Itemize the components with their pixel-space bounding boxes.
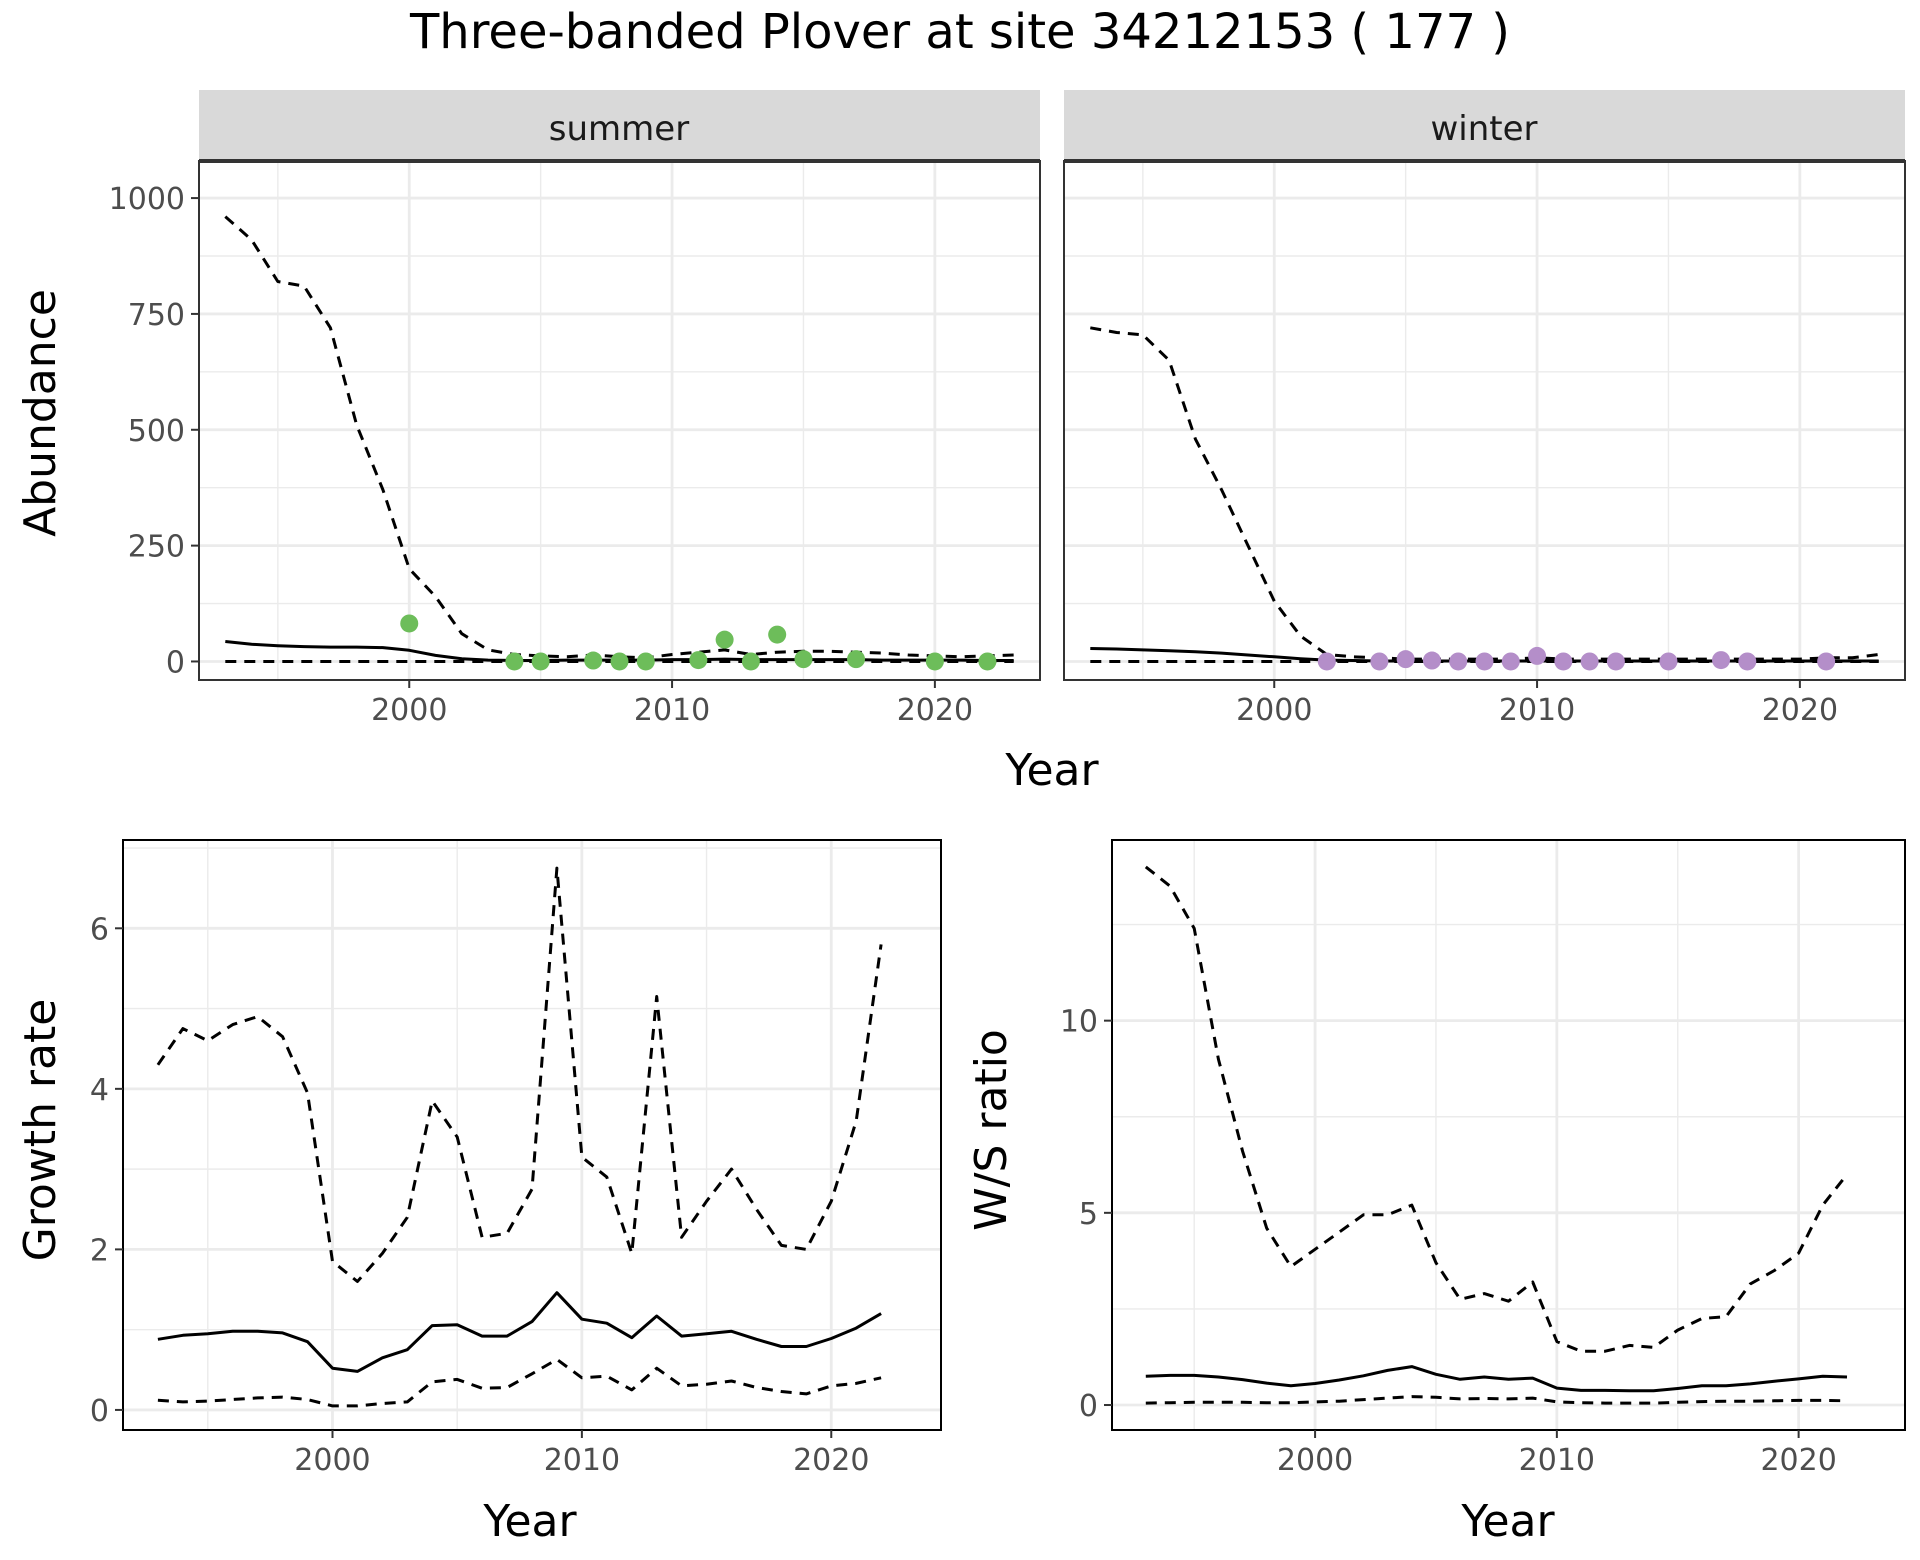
ws-panel-border [1111,839,1906,1431]
abundance-y-axis-title: Abundance [15,289,66,537]
winter-upper-bound-line [1090,326,1879,661]
winter-count-point [1817,652,1836,671]
summer-count-point [531,652,550,671]
summer-count-point [847,650,866,669]
winter-count-point [1317,652,1336,671]
summer-count-point [925,652,944,671]
winter-count-point [1712,651,1731,670]
ws-upper-bound-line [1144,865,1849,1353]
summer-count-point [505,652,524,671]
winter-count-point [1528,646,1547,665]
summer-count-point [636,652,655,671]
winter-x-tick-label: 2020 [1762,693,1838,728]
summer-y-tick-label: 750 [128,298,185,333]
winter-count-point [1554,652,1573,671]
growth-y-tick-label: 0 [90,1394,109,1429]
growth-x-tick-label: 2020 [793,1443,869,1478]
winter-count-point [1738,652,1757,671]
growth-x-tick-label: 2000 [294,1443,370,1478]
winter-count-point [1422,651,1441,670]
summer-x-tick-label: 2020 [897,693,973,728]
growth-lower-bound-line [157,1357,882,1408]
winter-count-point [1449,652,1468,671]
growth-estimate-line [157,1291,882,1373]
growth-y-tick-label: 6 [90,912,109,947]
summer-y-tick-label: 0 [166,645,185,680]
winter-x-tick-label: 2010 [1499,693,1575,728]
summer-y-tick-label: 1000 [109,182,185,217]
growth-panel: 2000 2010 2020 0 2 4 6 [90,839,942,1478]
winter-count-point [1396,650,1415,669]
summer-count-point [978,652,997,671]
summer-panel: 2000 2010 2020 0 250 500 750 1000 [109,160,1041,728]
strip-winter-background [1064,90,1905,161]
summer-panel-background [199,161,1040,680]
winter-count-point [1580,652,1599,671]
summer-count-point [584,651,603,670]
winter-count-point [1370,652,1389,671]
winter-count-point [1606,652,1625,671]
ws-y-tick-label: 10 [1060,1005,1098,1040]
ws-y-axis-title: W/S ratio [966,1029,1017,1231]
ws-x-tick-label: 2000 [1277,1443,1353,1478]
ws-estimate-line [1145,1365,1848,1393]
winter-panel: 2000 2010 2020 [1063,160,1906,728]
summer-count-point [689,651,708,670]
winter-count-point [1501,652,1520,671]
ws-x-axis-title: Year [1460,1496,1555,1547]
winter-count-point [1475,652,1494,671]
summer-x-tick-label: 2000 [371,693,447,728]
strip-summer-label: summer [549,109,689,149]
summer-count-point [715,630,734,649]
growth-y-tick-label: 4 [90,1073,109,1108]
abundance-x-axis-title: Year [1004,745,1099,796]
summer-count-point [768,625,787,644]
chart-title: Three-banded Plover at site 34212153 ( 1… [409,4,1510,60]
ws-panel: 2000 2010 2020 0 5 10 [1060,839,1906,1478]
winter-x-tick-label: 2000 [1236,693,1312,728]
summer-x-tick-label: 2010 [634,693,710,728]
strip-summer-background [199,90,1040,161]
growth-y-tick-label: 2 [90,1233,109,1268]
ws-lower-bound-line [1145,1395,1848,1405]
ws-panel-background [1112,840,1905,1430]
ws-y-tick-label: 0 [1079,1389,1098,1424]
strip-winter-label: winter [1430,109,1537,149]
growth-y-axis-title: Growth rate [15,999,66,1262]
summer-y-tick-label: 250 [128,530,185,565]
growth-x-axis-title: Year [482,1496,577,1547]
ws-x-tick-label: 2010 [1519,1443,1595,1478]
growth-x-tick-label: 2010 [544,1443,620,1478]
summer-y-tick-label: 500 [128,414,185,449]
winter-panel-background [1064,161,1905,680]
ws-x-tick-label: 2020 [1760,1443,1836,1478]
summer-count-point [400,614,419,633]
growth-upper-bound-line [156,866,883,1283]
summer-count-point [741,652,760,671]
summer-count-point [610,652,629,671]
ws-y-tick-label: 5 [1079,1197,1098,1232]
summer-count-point [794,650,813,669]
winter-count-point [1659,652,1678,671]
growth-panel-border [122,839,942,1431]
